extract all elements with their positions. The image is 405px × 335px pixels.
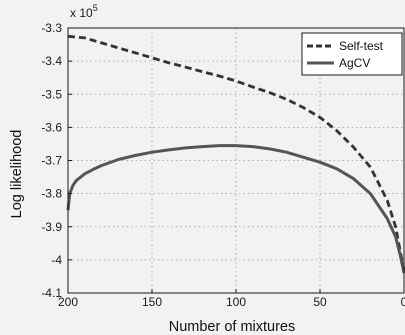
x-tick-label: 200 <box>58 295 78 309</box>
y-tick-label: -4.1 <box>41 286 62 300</box>
y-tick-label: -3.3 <box>41 21 62 35</box>
y-tick-label: -3.7 <box>41 154 62 168</box>
legend-box <box>301 32 403 76</box>
y-multiplier: x 105 <box>70 3 98 20</box>
x-tick-label: 150 <box>142 295 162 309</box>
y-tick-label: -3.9 <box>41 220 62 234</box>
x-axis-title: Number of mixtures <box>169 319 296 335</box>
x-tick-label: 100 <box>226 295 246 309</box>
y-multiplier-exponent: 5 <box>93 3 98 13</box>
x-tick-label: 0 <box>401 295 405 309</box>
y-axis-title: Log likelihood <box>9 130 25 219</box>
y-tick-label: -3.6 <box>41 120 62 134</box>
series-layer <box>66 34 405 274</box>
legend-label: Self-test <box>339 39 384 53</box>
x-tick-label: 50 <box>313 295 327 309</box>
series-line-agcv <box>66 144 405 274</box>
y-tick-label: -3.4 <box>41 54 62 68</box>
y-tick-label: -3.8 <box>41 187 62 201</box>
series-line-self-test <box>67 34 405 271</box>
y-tick-label: -4 <box>51 253 62 267</box>
ticks: 200 150 100 50 0 -3.3 -3.4 -3.5 -3.6 -3.7 -3.8 -3.9… <box>41 21 405 309</box>
legend-label: AgCV <box>339 56 370 70</box>
y-tick-label: -3.5 <box>41 87 62 101</box>
legend: Self-test AgCV <box>301 32 403 76</box>
